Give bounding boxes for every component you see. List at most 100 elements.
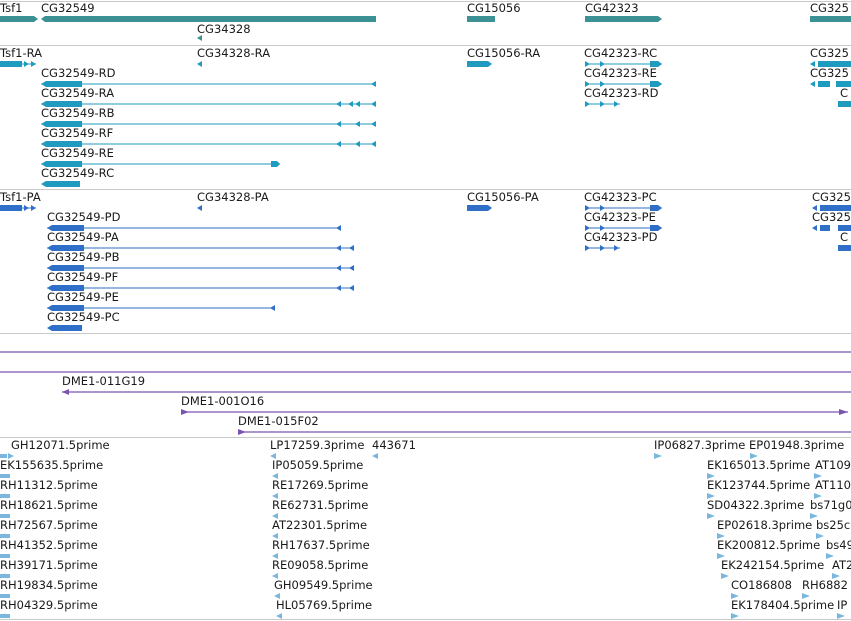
est-feature[interactable] (814, 473, 822, 479)
transcript-label: CG42323-RD (584, 86, 659, 100)
est-track: GH12071.5prime EK155635.5prime RH11312.5… (0, 438, 851, 619)
est-feature[interactable] (814, 493, 822, 499)
transcript-feature[interactable] (41, 161, 280, 167)
est-feature[interactable] (372, 453, 378, 459)
protein-feature[interactable] (0, 205, 36, 211)
est-feature[interactable] (8, 453, 14, 459)
transcript-label: CG42323-RE (584, 66, 657, 80)
protein-label: CG32549-PD (47, 210, 121, 224)
transcript-label: CG325 (810, 46, 849, 60)
est-label: IP05059.5prime (272, 458, 363, 472)
est-feature[interactable] (0, 514, 10, 518)
protein-label: CG15056-PA (467, 190, 539, 204)
protein-feature[interactable] (585, 245, 620, 251)
est-feature[interactable] (274, 593, 280, 599)
transcript-feature[interactable] (810, 81, 851, 87)
clone-feature[interactable] (62, 389, 851, 395)
est-feature[interactable] (0, 614, 10, 618)
transcript-label: CG15056-RA (467, 46, 540, 60)
clone-label: DME1-015F02 (238, 414, 319, 428)
transcript-feature[interactable] (0, 61, 36, 67)
est-feature[interactable] (707, 493, 715, 499)
protein-label: CG32549-PF (47, 270, 118, 284)
est-feature[interactable] (654, 453, 662, 459)
protein-feature[interactable] (585, 225, 662, 231)
transcript-feature[interactable] (41, 81, 376, 87)
protein-label: CG32549-PE (47, 290, 119, 304)
protein-feature[interactable] (812, 225, 851, 231)
est-feature[interactable] (276, 613, 282, 619)
clone-feature[interactable] (238, 429, 851, 435)
transcript-track: Tsf1-RA CG34328-RA CG15056-RA CG42323-RC… (0, 46, 851, 187)
transcript-feature[interactable] (585, 101, 620, 107)
protein-feature[interactable] (838, 245, 851, 251)
est-feature[interactable] (0, 494, 10, 498)
est-feature[interactable] (750, 453, 758, 459)
est-feature[interactable] (272, 473, 278, 479)
transcript-feature[interactable] (41, 121, 376, 127)
transcript-feature[interactable] (41, 101, 376, 107)
est-feature[interactable] (0, 594, 10, 598)
protein-feature[interactable] (47, 305, 275, 311)
transcript-label: CG32549-RC (41, 166, 114, 180)
transcript-feature[interactable] (585, 81, 662, 87)
protein-feature[interactable] (47, 285, 354, 291)
protein-feature[interactable] (47, 265, 354, 271)
protein-feature[interactable] (47, 325, 82, 331)
est-feature[interactable] (0, 554, 10, 558)
est-feature[interactable] (837, 613, 845, 619)
transcript-feature[interactable] (810, 61, 851, 67)
est-feature[interactable] (272, 573, 278, 579)
clone-feature[interactable] (181, 409, 848, 415)
est-feature[interactable] (717, 533, 725, 539)
est-feature[interactable] (272, 533, 278, 539)
est-feature[interactable] (832, 573, 840, 579)
gene-feature[interactable] (585, 16, 662, 22)
transcript-feature[interactable] (197, 61, 202, 67)
est-label: RH6882 (802, 578, 848, 592)
gene-feature[interactable] (41, 16, 376, 22)
protein-feature[interactable] (812, 205, 851, 211)
transcript-feature[interactable] (467, 61, 492, 67)
est-feature[interactable] (802, 593, 810, 599)
gene-feature[interactable] (197, 35, 202, 41)
est-label: AT2 (832, 558, 851, 572)
protein-feature[interactable] (467, 205, 492, 211)
protein-feature[interactable] (47, 225, 341, 231)
est-feature[interactable] (826, 553, 834, 559)
est-feature[interactable] (707, 473, 715, 479)
est-label: RH11312.5prime (0, 478, 98, 492)
est-feature[interactable] (0, 574, 10, 578)
est-feature[interactable] (816, 533, 824, 539)
est-feature[interactable] (270, 453, 276, 459)
est-feature[interactable] (0, 474, 10, 478)
est-feature[interactable] (731, 613, 739, 619)
transcript-label: Tsf1-RA (0, 46, 42, 60)
transcript-feature[interactable] (41, 141, 376, 147)
est-feature[interactable] (707, 513, 715, 519)
gene-feature[interactable] (810, 16, 851, 22)
est-feature[interactable] (717, 553, 725, 559)
est-label: RH39171.5prime (0, 558, 98, 572)
est-feature[interactable] (0, 454, 7, 458)
est-feature[interactable] (731, 593, 739, 599)
gene-feature[interactable] (467, 16, 495, 22)
est-feature[interactable] (721, 573, 729, 579)
transcript-feature[interactable] (41, 181, 80, 187)
est-feature[interactable] (810, 513, 818, 519)
transcript-label: CG32549-RD (41, 66, 116, 80)
protein-feature[interactable] (585, 205, 662, 211)
est-feature[interactable] (272, 553, 278, 559)
transcript-feature[interactable] (838, 101, 851, 107)
est-feature[interactable] (272, 513, 278, 519)
protein-track: Tsf1-PA CG34328-PA CG15056-PA CG42323-PC… (0, 190, 851, 331)
est-feature[interactable] (0, 534, 10, 538)
est-feature[interactable] (272, 493, 278, 499)
transcript-feature[interactable] (585, 61, 662, 67)
gene-feature[interactable] (0, 16, 38, 22)
est-features-mid (270, 453, 378, 619)
est-label: HL05769.5prime (276, 598, 372, 612)
protein-feature[interactable] (197, 205, 202, 211)
protein-feature[interactable] (47, 245, 354, 251)
